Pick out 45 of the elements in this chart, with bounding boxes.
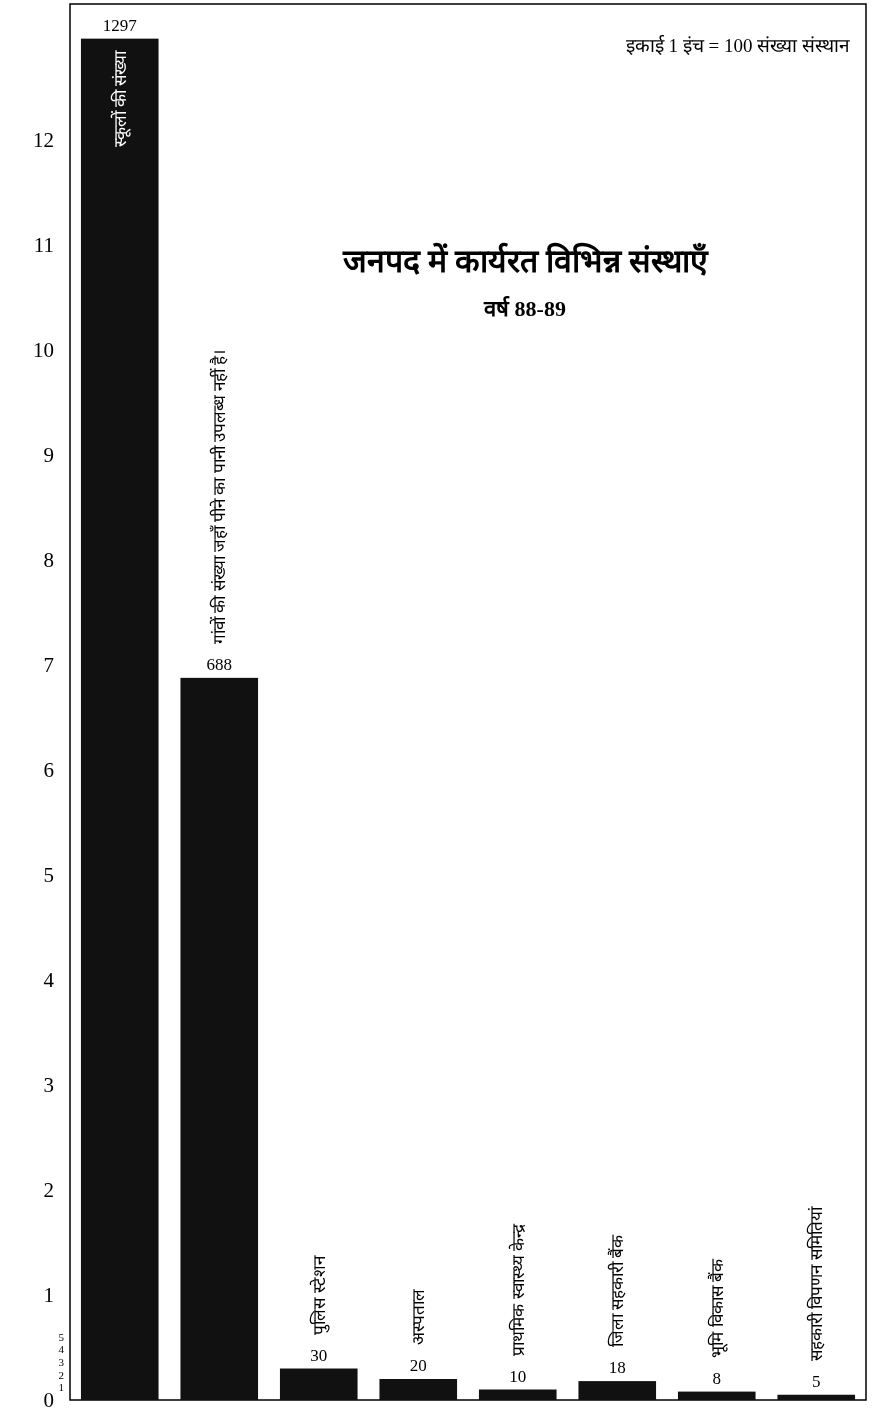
x-tick-label: सहकारी विपणन समितियां: [806, 1206, 827, 1361]
annotation: इकाई 1 इंच = 100 संख्या संस्थान: [625, 34, 850, 56]
x-tick-label: भूमि विकास बैंक: [706, 1258, 728, 1358]
bar: [379, 1379, 458, 1400]
y3-tick-label: 3: [58, 1355, 65, 1368]
bar: [279, 1368, 358, 1400]
bar: [677, 1391, 756, 1400]
y2-tick-label: 11: [33, 233, 54, 258]
y2-tick-label: 3: [43, 1073, 54, 1098]
data-label: 688: [206, 654, 232, 674]
y2-tick-label: 12: [33, 128, 54, 153]
bar: [578, 1381, 657, 1400]
y2-tick-label: 7: [43, 653, 54, 678]
y2-tick-label: 1: [43, 1283, 54, 1308]
bar: [777, 1394, 856, 1400]
y3-tick-label: 2: [58, 1368, 64, 1381]
y2-tick-label: 0: [43, 1388, 54, 1412]
y3-tick-label: 1: [58, 1381, 64, 1394]
data-label: 30: [310, 1345, 328, 1365]
bar: [180, 677, 259, 1400]
x-tick-label: गांवों की संख्या जहाँ पीने का पानी उपलब्ध नहीं है।: [209, 349, 230, 644]
data-label: 10: [509, 1366, 527, 1386]
y2-tick-label: 5: [43, 863, 54, 888]
data-label: 5: [812, 1371, 821, 1391]
data-label: 18: [608, 1358, 626, 1378]
x-tick-label: अस्पताल: [409, 1289, 429, 1346]
y2-tick-label: 9: [43, 443, 54, 468]
y2-tick-label: 2: [43, 1178, 54, 1203]
y3-tick-label: 4: [58, 1343, 65, 1356]
x-tick-label: प्राथमिक स्वास्थ्य केन्द्र: [507, 1223, 528, 1356]
data-label: 1297: [102, 15, 138, 35]
y2-tick-label: 10: [33, 338, 54, 363]
bar: [478, 1389, 557, 1400]
text: वर्ष 88-89: [483, 295, 566, 321]
y2-tick-label: 6: [43, 758, 54, 783]
bar: [80, 38, 159, 1400]
text: जनपद में कार्यरत विभिन्न संस्थाएँ: [341, 242, 709, 279]
data-label: 20: [409, 1356, 427, 1376]
y2-tick-label: 8: [43, 548, 54, 573]
data-label: 8: [712, 1368, 721, 1388]
x-tick-label: पुलिस स्टेशन: [308, 1255, 330, 1335]
x-tick-label: स्कूलों की संख्या: [109, 49, 131, 148]
y2-tick-label: 4: [43, 968, 55, 993]
y3-tick-label: 5: [58, 1330, 65, 1343]
x-tick-label: जिला सहकारी बैंक: [607, 1233, 628, 1348]
